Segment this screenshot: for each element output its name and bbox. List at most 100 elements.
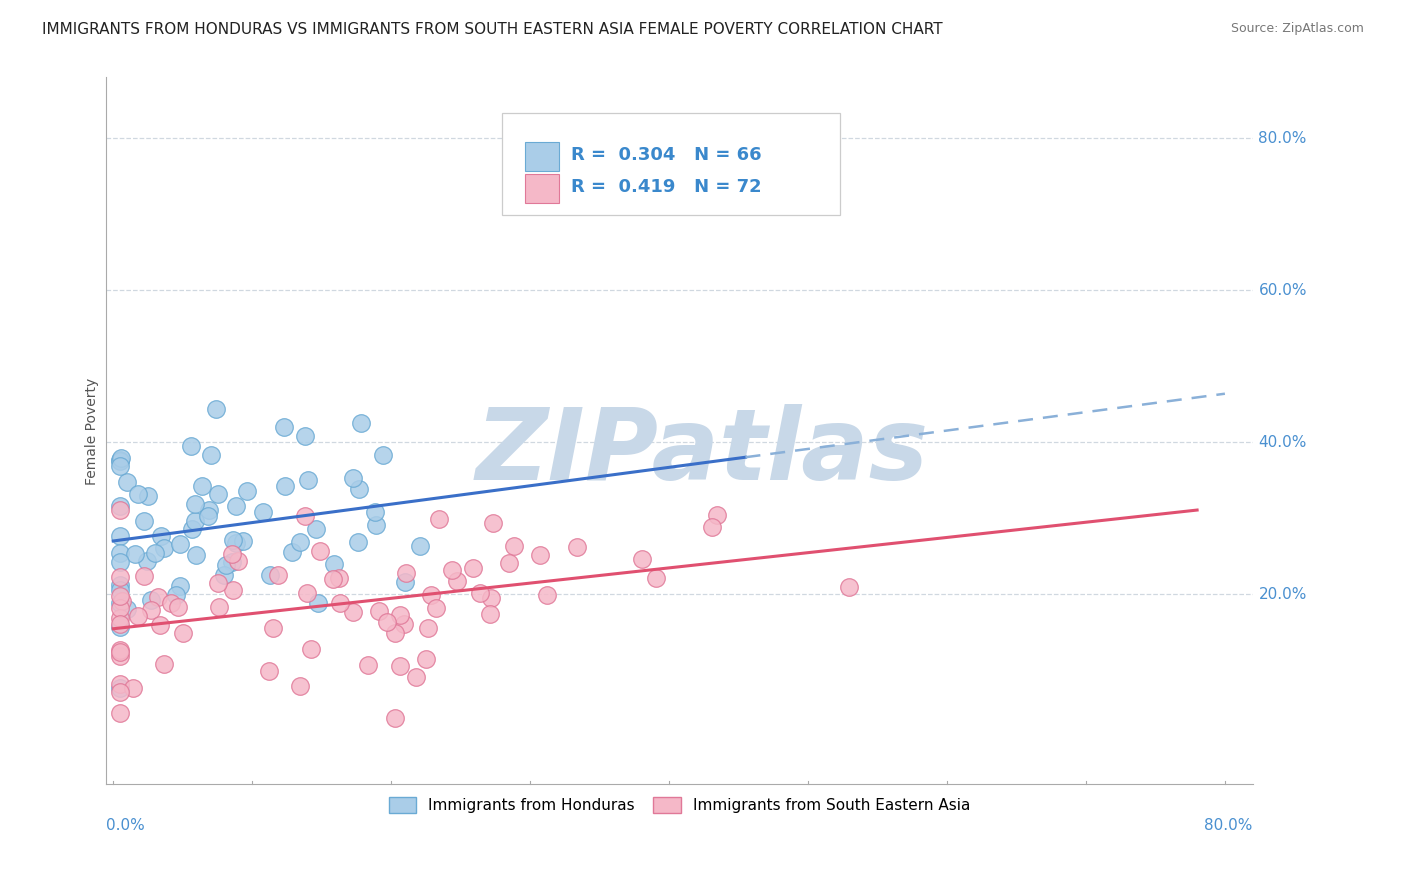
Point [108,616,131,631]
Text: R =  0.304   N = 66: R = 0.304 N = 66 [571,146,761,164]
Point [136,553,159,567]
Point [108,582,131,597]
Point [115,475,138,489]
Point [342,471,364,485]
Text: IMMIGRANTS FROM HONDURAS VS IMMIGRANTS FROM SOUTH EASTERN ASIA FEMALE POVERTY CO: IMMIGRANTS FROM HONDURAS VS IMMIGRANTS F… [42,22,943,37]
Point [108,645,131,659]
Point [134,514,156,528]
Point [221,547,243,561]
Text: 40.0%: 40.0% [1258,434,1306,450]
Point [470,586,492,600]
Point [350,416,373,430]
Point [645,570,668,584]
Point [108,500,131,514]
Point [388,607,411,622]
Point [152,657,174,672]
Point [252,506,274,520]
Point [108,684,131,698]
Point [481,516,503,530]
Point [108,600,131,615]
Point [184,497,207,511]
Point [529,549,551,563]
Text: 80.0%: 80.0% [1258,131,1306,145]
Point [418,621,440,635]
Point [181,522,204,536]
Point [395,566,418,580]
Point [108,529,131,543]
Point [389,659,412,673]
Point [503,539,526,553]
Point [108,555,131,569]
Point [108,643,131,657]
Point [274,479,297,493]
Point [305,522,328,536]
Point [309,544,332,558]
Text: 60.0%: 60.0% [1258,283,1308,298]
Point [136,489,159,503]
Point [108,503,131,517]
Point [295,586,318,600]
Point [429,512,451,526]
Point [236,484,259,499]
Point [124,547,146,561]
Point [373,448,395,462]
Point [149,529,172,543]
Point [328,571,350,585]
Point [110,451,132,466]
Point [160,596,183,610]
Point [294,508,316,523]
Point [226,554,249,568]
Point [108,546,131,560]
Text: ZIPatlas: ZIPatlas [475,404,929,500]
Point [108,681,131,695]
Point [108,453,131,467]
Point [706,508,728,523]
Point [441,563,464,577]
Text: 0.0%: 0.0% [107,818,145,833]
Point [631,551,654,566]
Point [259,567,281,582]
Point [108,620,131,634]
Point [322,572,344,586]
Point [415,652,437,666]
Point [342,605,364,619]
Point [425,601,447,615]
Point [108,596,131,610]
Point [143,545,166,559]
Point [329,596,352,610]
Point [307,596,329,610]
Point [273,420,295,434]
Point [108,570,131,584]
Point [108,589,131,603]
Point [108,677,131,691]
Point [121,681,143,695]
Point [108,649,131,664]
Point [221,583,243,598]
Point [394,574,416,589]
Point [212,568,235,582]
Point [267,567,290,582]
Point [108,610,131,624]
Legend: Immigrants from Honduras, Immigrants from South Eastern Asia: Immigrants from Honduras, Immigrants fro… [382,791,977,819]
Point [108,459,131,474]
Point [197,508,219,523]
Point [392,617,415,632]
Point [197,502,219,516]
Point [127,609,149,624]
Text: 80.0%: 80.0% [1205,818,1253,833]
Text: 20.0%: 20.0% [1258,587,1306,602]
Point [280,545,302,559]
Point [186,548,208,562]
Point [134,569,156,583]
Point [384,711,406,725]
Point [108,706,131,720]
Point [323,557,346,571]
Text: R =  0.419   N = 72: R = 0.419 N = 72 [571,178,761,196]
Point [127,487,149,501]
Point [299,641,322,656]
Point [200,448,222,462]
FancyBboxPatch shape [502,112,839,215]
Point [294,428,316,442]
Point [479,607,502,621]
Point [139,603,162,617]
